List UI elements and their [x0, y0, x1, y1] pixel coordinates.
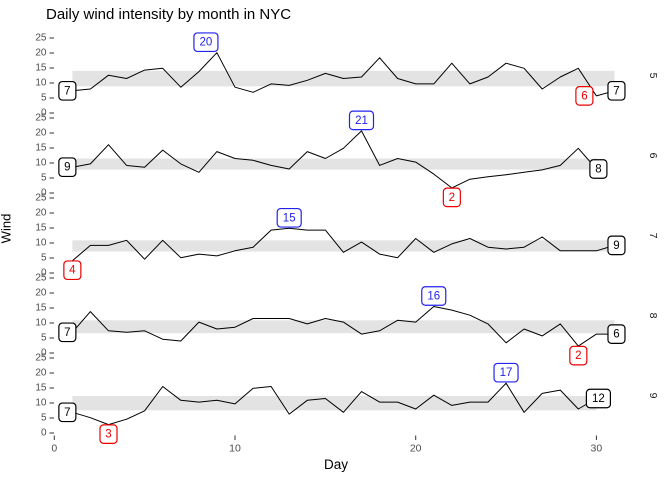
- y-tick-label: 15: [35, 223, 47, 234]
- wind-line: [72, 227, 615, 262]
- max-value-label: 16: [427, 291, 440, 303]
- y-tick-label: 10: [35, 238, 47, 249]
- first-value-label: 7: [64, 85, 70, 97]
- min-value-label: 2: [575, 350, 581, 362]
- min-value-label-box: [569, 345, 588, 366]
- max-value-label: 15: [283, 212, 296, 224]
- min-value-label-box: [99, 424, 118, 444]
- y-tick-label: 25: [35, 113, 47, 124]
- y-tick-label: 10: [35, 398, 47, 409]
- max-value-label-box: [276, 207, 302, 228]
- y-tick-label: 5: [41, 333, 47, 344]
- y-tick-label: 5: [41, 253, 47, 264]
- last-value-label-box: [607, 235, 626, 256]
- facet-strip-label: 5: [647, 73, 659, 79]
- last-value-label: 6: [613, 329, 619, 341]
- min-value-label: 4: [69, 265, 76, 277]
- y-tick-label: 25: [35, 273, 47, 284]
- last-value-label-box: [585, 388, 612, 409]
- x-tick-label: 20: [410, 443, 422, 455]
- y-tick-label: 0: [41, 268, 47, 279]
- first-value-label: 7: [64, 407, 70, 419]
- y-tick-label: 15: [35, 383, 47, 394]
- y-tick-label: 10: [35, 318, 47, 329]
- y-tick-label: 5: [41, 173, 47, 184]
- min-value-label: 6: [581, 90, 587, 102]
- max-value-label: 21: [355, 115, 368, 127]
- last-value-label: 9: [613, 240, 619, 252]
- last-value-label: 7: [613, 85, 619, 97]
- y-tick-label: 15: [35, 303, 47, 314]
- last-value-label-box: [607, 324, 626, 344]
- max-value-label-box: [193, 32, 219, 53]
- y-tick-label: 5: [41, 93, 47, 104]
- x-tick-label: 30: [591, 443, 603, 455]
- first-value-label-box: [58, 80, 77, 101]
- min-value-label-box: [575, 86, 594, 106]
- iqr-band: [72, 320, 615, 334]
- iqr-band: [72, 396, 597, 411]
- y-tick-label: 20: [35, 128, 47, 139]
- y-tick-label: 15: [35, 63, 47, 74]
- y-tick-label: 25: [35, 353, 47, 364]
- y-tick-label: 20: [35, 288, 47, 299]
- first-value-label-box: [58, 322, 77, 343]
- wind-line: [72, 306, 615, 347]
- min-value-label: 3: [105, 429, 111, 441]
- last-value-label-box: [589, 159, 608, 179]
- max-value-label-box: [348, 110, 375, 131]
- x-tick-label: 0: [51, 443, 57, 455]
- wind-line: [72, 52, 615, 97]
- x-tick-label: 10: [229, 443, 241, 455]
- y-tick-label: 10: [35, 78, 47, 89]
- max-value-label: 17: [500, 367, 513, 379]
- facet-strip-label: 6: [647, 153, 659, 159]
- wind-line: [72, 130, 597, 189]
- y-tick-label: 0: [41, 348, 47, 359]
- y-tick-label: 20: [35, 368, 47, 379]
- y-tick-label: 20: [35, 48, 47, 59]
- min-value-label: 2: [449, 192, 455, 204]
- y-tick-label: 0: [41, 428, 47, 439]
- y-tick-label: 10: [35, 158, 47, 169]
- last-value-label-box: [607, 80, 626, 101]
- min-value-label-box: [63, 260, 82, 281]
- first-value-label-box: [58, 157, 77, 178]
- facet-strip-label: 7: [647, 233, 659, 239]
- y-tick-label: 20: [35, 208, 47, 219]
- last-value-label: 8: [595, 164, 601, 176]
- y-tick-label: 25: [35, 193, 47, 204]
- max-value-label: 20: [200, 37, 213, 49]
- max-value-label-box: [493, 362, 519, 383]
- facet-strip-label: 9: [647, 393, 659, 399]
- first-value-label: 9: [64, 162, 70, 174]
- first-value-label: 7: [64, 327, 70, 339]
- chart-title: Daily wind intensity by month in NYC: [46, 6, 292, 23]
- y-tick-label: 15: [35, 143, 47, 154]
- min-value-label-box: [442, 187, 461, 208]
- first-value-label-box: [58, 402, 77, 423]
- x-axis-title: Day: [323, 457, 348, 472]
- y-tick-label: 25: [35, 33, 47, 44]
- wind-line: [72, 382, 597, 426]
- iqr-band: [72, 158, 597, 170]
- y-tick-label: 0: [41, 188, 47, 199]
- max-value-label-box: [421, 286, 447, 306]
- iqr-band: [72, 240, 615, 252]
- last-value-label: 12: [592, 393, 605, 405]
- facet-strip-label: 8: [647, 313, 659, 319]
- y-tick-label: 0: [41, 108, 47, 119]
- y-tick-label: 5: [41, 413, 47, 424]
